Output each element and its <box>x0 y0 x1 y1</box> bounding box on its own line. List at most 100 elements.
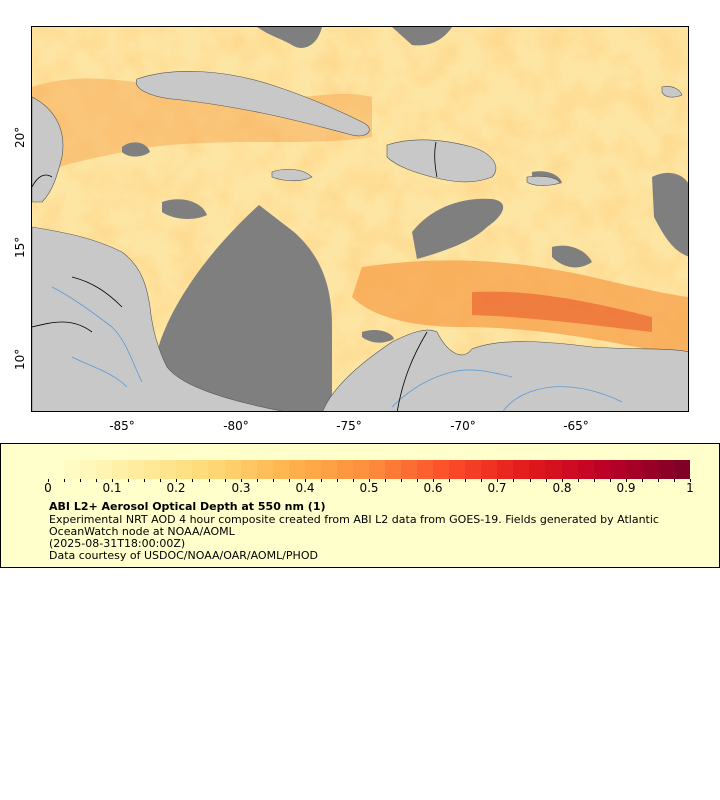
aod-map <box>31 26 689 412</box>
colorbar-minor-tick <box>673 479 675 482</box>
colorbar-segment <box>497 460 514 479</box>
y-tick-label: 20° <box>13 126 27 148</box>
colorbar-minor-tick <box>449 479 451 482</box>
colorbar-minor-tick <box>128 479 130 482</box>
colorbar-minor-tick <box>465 479 467 482</box>
colorbar-minor-tick <box>401 479 403 482</box>
colorbar-minor-tick <box>641 479 643 482</box>
legend-panel: 0 0.1 0.2 0.3 0.4 0.5 0.6 0.7 0.8 0.9 1 … <box>0 443 720 568</box>
no-data-swath <box>152 205 332 411</box>
colorbar-segment <box>449 460 466 479</box>
colorbar-minor-tick <box>224 479 226 482</box>
colorbar-segment <box>192 460 209 479</box>
map-canvas <box>32 27 688 411</box>
colorbar-segment <box>320 460 337 479</box>
colorbar-segment <box>144 460 161 479</box>
colorbar-minor-tick <box>385 479 387 482</box>
colorbar-segment <box>336 460 353 479</box>
colorbar-minor-tick <box>657 479 659 482</box>
colorbar-minor-tick <box>96 479 98 482</box>
colorbar-minor-tick <box>352 479 354 482</box>
colorbar-tick-label: 1 <box>686 481 694 495</box>
x-tick-label: -85° <box>109 419 135 433</box>
colorbar-minor-tick <box>336 479 338 482</box>
colorbar-segment <box>657 460 674 479</box>
colorbar-segment <box>48 460 65 479</box>
colorbar-segment <box>288 460 305 479</box>
colorbar-segment <box>176 460 193 479</box>
colorbar-minor-tick <box>288 479 290 482</box>
x-tick-label: -70° <box>450 419 476 433</box>
colorbar-segment <box>160 460 177 479</box>
colorbar-tick-label: 0.2 <box>166 481 186 495</box>
small-islands <box>661 86 683 98</box>
colorbar-minor-tick <box>144 479 146 482</box>
colorbar-segment <box>465 460 482 479</box>
colorbar-minor-tick <box>176 479 178 482</box>
y-tick-label: 10° <box>13 348 27 370</box>
country-borders <box>32 141 438 411</box>
colorbar-segment <box>577 460 594 479</box>
colorbar-segment <box>593 460 610 479</box>
colorbar-segment <box>481 460 498 479</box>
colorbar-segment <box>384 460 402 479</box>
colorbar-segment <box>352 460 369 479</box>
legend-credit: Data courtesy of USDOC/NOAA/OAR/AOML/PHO… <box>49 549 318 562</box>
colorbar-minor-tick <box>112 479 114 482</box>
legend-title: ABI L2+ Aerosol Optical Depth at 550 nm … <box>49 500 326 513</box>
colorbar-minor-tick <box>272 479 274 482</box>
colorbar-minor-tick <box>48 479 49 482</box>
colorbar-segment <box>609 460 626 479</box>
colorbar-tick-label: 0.8 <box>552 481 572 495</box>
legend-timestamp: (2025-08-31T18:00:00Z) <box>49 537 186 550</box>
colorbar-segment <box>625 460 642 479</box>
puerto-rico <box>526 175 561 186</box>
colorbar-minor-tick <box>513 479 515 482</box>
colorbar-minor-tick <box>80 479 82 482</box>
colorbar-minor-tick <box>577 479 579 482</box>
colorbar-segment <box>240 460 257 479</box>
no-data-mask <box>122 27 688 411</box>
colorbar-minor-tick <box>545 479 547 482</box>
colorbar-segment <box>304 460 321 479</box>
colorbar-tick-label: 0.4 <box>295 481 315 495</box>
colorbar-segment <box>401 460 418 479</box>
colorbar-segment <box>80 460 97 479</box>
colorbar-minor-tick <box>208 479 210 482</box>
colorbar-segment <box>256 460 273 479</box>
colorbar-segment <box>561 460 578 479</box>
colorbar-minor-tick <box>64 479 66 482</box>
x-tick-label: -65° <box>563 419 589 433</box>
colorbar-minor-tick <box>192 479 194 482</box>
legend-description: Experimental NRT AOD 4 hour composite cr… <box>49 513 659 538</box>
colorbar-tick-label: 0 <box>44 481 52 495</box>
colorbar-segment <box>224 460 241 479</box>
yucatan <box>32 96 64 203</box>
colorbar-segment <box>64 460 81 479</box>
colorbar-segment <box>545 460 562 479</box>
colorbar-segment <box>513 460 530 479</box>
colorbar-segment <box>272 460 289 479</box>
colorbar-minor-tick <box>609 479 611 482</box>
colorbar-segment <box>208 460 225 479</box>
colorbar-minor-tick <box>561 479 563 482</box>
colorbar-minor-tick <box>369 479 370 482</box>
colorbar-segment <box>128 460 145 479</box>
colorbar-segment <box>112 460 129 479</box>
colorbar-segment <box>433 460 450 479</box>
colorbar-minor-tick <box>160 479 162 482</box>
central-america <box>32 226 284 411</box>
land <box>32 70 688 411</box>
colorbar-minor-tick <box>417 479 419 482</box>
colorbar-segment <box>368 460 385 479</box>
colorbar-minor-tick <box>433 479 435 482</box>
colorbar-minor-tick <box>529 479 531 482</box>
colorbar-tick-label: 0.6 <box>423 481 443 495</box>
aod-highest-band <box>472 291 652 332</box>
colorbar-segment <box>96 460 113 479</box>
colorbar-minor-tick <box>481 479 483 482</box>
colorbar-segment <box>673 460 690 479</box>
colorbar-segment <box>641 460 658 479</box>
colorbar-tick-label: 0.1 <box>102 481 122 495</box>
colorbar-minor-tick <box>593 479 595 482</box>
